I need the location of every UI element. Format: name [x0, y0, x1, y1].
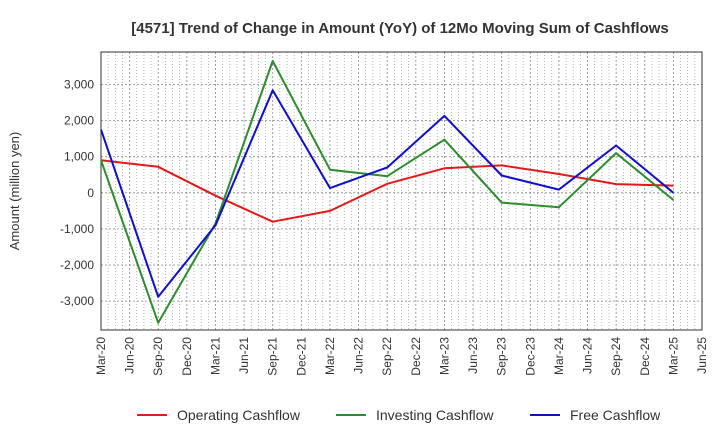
grid: [101, 52, 702, 330]
y-tick-label: -2,000: [60, 258, 94, 272]
x-tick-label: Sep-24: [609, 337, 623, 376]
x-tick-label: Dec-22: [409, 337, 423, 376]
x-tick-label: Jun-25: [695, 337, 709, 374]
chart-title: [4571] Trend of Change in Amount (YoY) o…: [131, 20, 669, 37]
series-lines: [100, 60, 675, 324]
series-line-investing-cashflow: [100, 60, 675, 324]
x-tick-label: Jun-23: [466, 337, 480, 374]
legend-label: Free Cashflow: [570, 407, 661, 423]
y-tick-label: 3,000: [64, 77, 94, 91]
y-axis-ticks: 3,000 2,000 1,000 0 -1,000 -2,000 -3,000: [60, 77, 94, 308]
legend-label: Operating Cashflow: [177, 407, 301, 423]
legend-label: Investing Cashflow: [376, 407, 494, 423]
x-axis-ticks: Mar-20 Jun-20 Sep-20 Dec-20 Mar-21 Jun-21 Sep-…: [94, 337, 709, 376]
x-tick-label: Mar-21: [208, 337, 222, 375]
x-tick-label: Dec-24: [638, 337, 652, 376]
x-tick-label: Jun-20: [123, 337, 137, 374]
y-tick-label: 0: [87, 186, 94, 200]
y-tick-label: -1,000: [60, 222, 94, 236]
y-tick-label: 1,000: [64, 150, 94, 164]
x-tick-label: Dec-20: [180, 337, 194, 376]
x-tick-label: Mar-24: [552, 337, 566, 375]
x-tick-label: Mar-20: [94, 337, 108, 375]
y-axis-label: Amount (million yen): [7, 132, 22, 251]
x-tick-label: Sep-20: [151, 337, 165, 376]
x-tick-label: Mar-23: [437, 337, 451, 375]
x-tick-label: Dec-23: [523, 337, 537, 376]
y-tick-label: 2,000: [64, 114, 94, 128]
x-tick-label: Sep-22: [380, 337, 394, 376]
x-tick-label: Jun-21: [237, 337, 251, 374]
series-line-operating-cashflow: [100, 159, 674, 223]
x-tick-label: Mar-22: [323, 337, 337, 375]
series-line-free-cashflow: [100, 89, 675, 298]
x-tick-label: Sep-21: [266, 337, 280, 376]
plot-area: [100, 51, 703, 331]
legend: Operating Cashflow Investing Cashflow Free…: [137, 407, 661, 423]
x-tick-label: Mar-25: [666, 337, 680, 375]
x-tick-label: Jun-22: [352, 337, 366, 374]
x-tick-label: Dec-21: [294, 337, 308, 376]
y-tick-label: -3,000: [60, 294, 94, 308]
x-tick-label: Sep-23: [495, 337, 509, 376]
x-tick-label: Jun-24: [581, 337, 595, 374]
